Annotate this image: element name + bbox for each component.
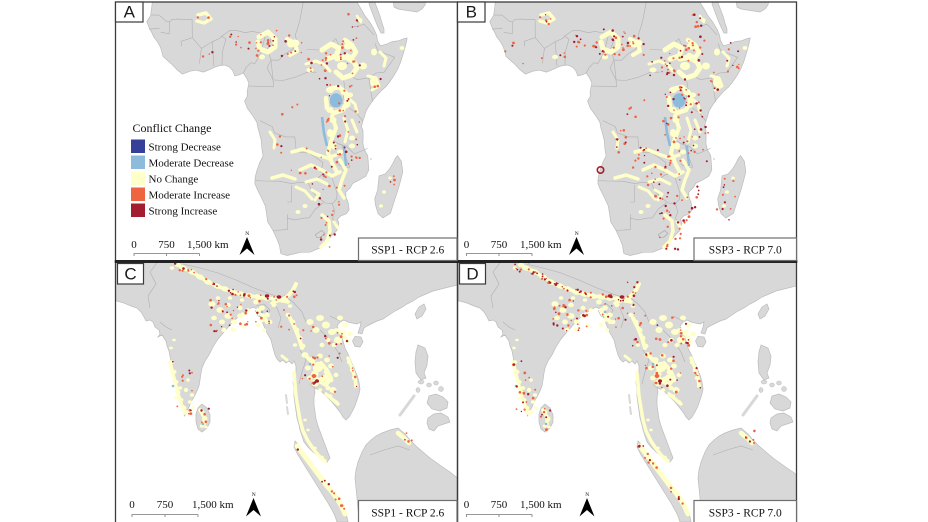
svg-text:0: 0 [131, 239, 137, 251]
svg-text:B: B [466, 3, 477, 22]
svg-text:SSP1 - RCP 2.6: SSP1 - RCP 2.6 [371, 244, 444, 256]
svg-text:Strong Increase: Strong Increase [149, 206, 218, 218]
svg-text:Conflict Change: Conflict Change [133, 121, 212, 135]
svg-text:1,500 km: 1,500 km [187, 239, 229, 251]
svg-text:750: 750 [158, 239, 175, 251]
svg-text:750: 750 [157, 499, 174, 511]
svg-text:1,500 km: 1,500 km [192, 499, 234, 511]
svg-text:N: N [245, 231, 249, 237]
svg-text:Moderate Increase: Moderate Increase [149, 190, 231, 202]
svg-text:750: 750 [491, 499, 508, 511]
svg-text:Strong Decrease: Strong Decrease [149, 142, 222, 154]
svg-text:SSP3 - RCP 7.0: SSP3 - RCP 7.0 [709, 244, 782, 256]
svg-text:750: 750 [491, 239, 508, 251]
svg-text:0: 0 [464, 499, 470, 511]
svg-text:0: 0 [464, 239, 470, 251]
svg-text:1,500 km: 1,500 km [520, 239, 562, 251]
svg-text:1,500 km: 1,500 km [520, 499, 562, 511]
svg-text:Moderate Decrease: Moderate Decrease [149, 158, 234, 170]
svg-text:N: N [585, 492, 589, 498]
svg-text:N: N [252, 492, 256, 498]
svg-text:D: D [466, 265, 478, 284]
svg-text:No Change: No Change [149, 174, 199, 186]
svg-text:SSP3 - RCP 7.0: SSP3 - RCP 7.0 [709, 507, 782, 519]
svg-text:0: 0 [129, 499, 135, 511]
svg-text:SSP1 - RCP 2.6: SSP1 - RCP 2.6 [371, 507, 444, 519]
svg-text:N: N [575, 231, 579, 237]
svg-text:C: C [124, 265, 136, 284]
svg-text:A: A [124, 3, 136, 22]
